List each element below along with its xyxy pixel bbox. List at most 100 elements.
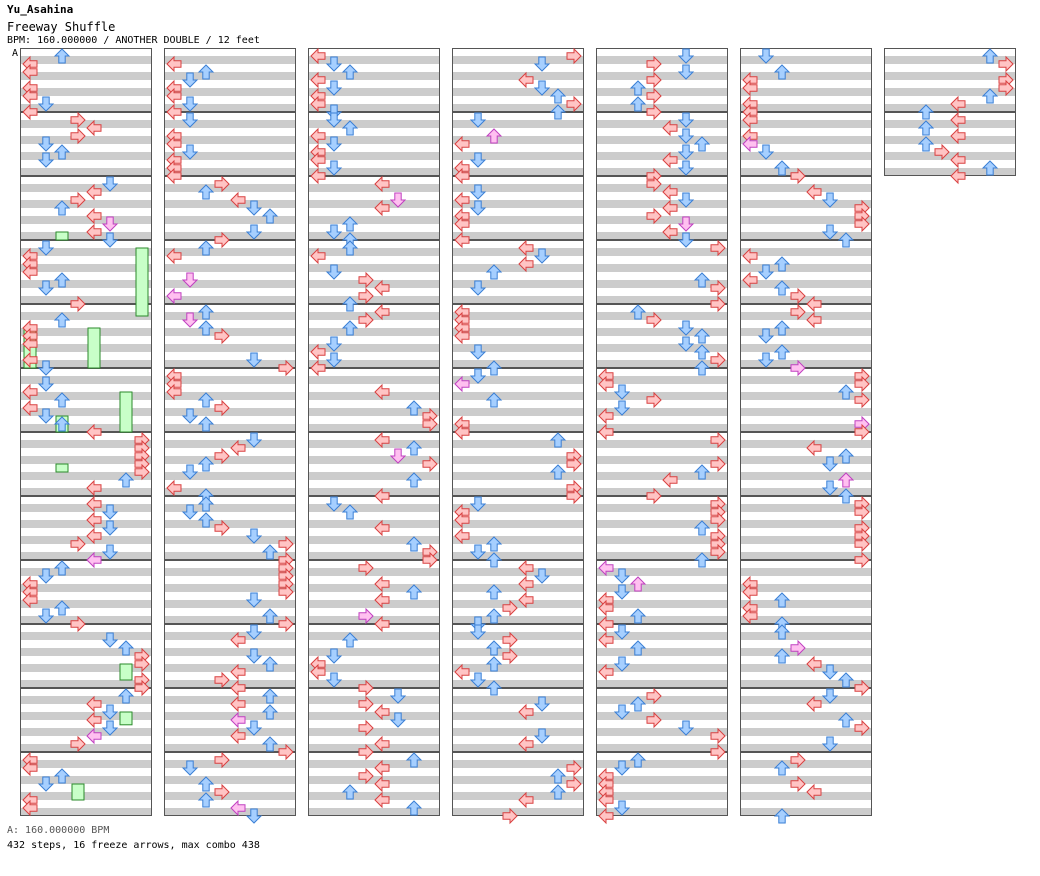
beat-stripe [452,648,584,656]
measure [164,368,296,432]
measure [20,48,152,112]
measure-border [452,560,584,624]
beat-stripe [596,216,728,224]
beat-stripe [452,264,584,272]
beat-stripe [164,296,296,304]
beat-stripe [164,408,296,416]
measure [308,560,440,624]
beat-stripe [740,376,872,384]
beat-stripe [164,472,296,480]
beat-stripe [20,744,152,752]
beat-stripe [596,792,728,800]
measure [452,688,584,752]
beat-stripe [596,104,728,112]
measure-border [308,304,440,368]
beat-stripe [452,88,584,96]
beat-stripe [740,408,872,416]
beat-stripe [596,392,728,400]
measure [164,304,296,368]
beat-stripe [596,472,728,480]
beat-stripe [452,712,584,720]
beat-stripe [452,184,584,192]
measure-border [740,496,872,560]
measure [20,304,152,368]
beat-stripe [308,696,440,704]
beat-stripe [740,696,872,704]
beat-stripe [20,184,152,192]
beat-stripe [308,616,440,624]
beat-stripe [308,456,440,464]
measure-border [164,176,296,240]
beat-stripe [308,392,440,400]
measure [452,176,584,240]
measure-border [596,752,728,816]
beat-stripe [308,568,440,576]
beat-stripe [164,680,296,688]
measure [740,240,872,304]
beat-stripe [452,504,584,512]
measure-border [308,432,440,496]
measure-border [740,240,872,304]
beat-stripe [452,616,584,624]
measure-border [596,48,728,112]
beat-stripe [164,440,296,448]
beat-stripe [596,440,728,448]
beat-stripe [164,728,296,736]
measure [308,688,440,752]
artist-name: Yu_Asahina [7,3,74,16]
beat-stripe [20,520,152,528]
beat-stripe [596,552,728,560]
measure-border [452,48,584,112]
beat-stripe [596,760,728,768]
beat-stripe [884,136,1016,144]
beat-stripe [308,632,440,640]
beat-stripe [596,568,728,576]
beat-stripe [740,616,872,624]
beat-stripe [164,600,296,608]
beat-stripe [740,280,872,288]
measure-border [452,688,584,752]
measure-border [164,48,296,112]
beat-stripe [452,312,584,320]
beat-stripe [452,744,584,752]
beat-stripe [740,680,872,688]
beat-stripe [164,504,296,512]
measure [596,368,728,432]
beat-stripe [452,808,584,816]
beat-stripe [20,456,152,464]
beat-stripe [452,600,584,608]
beat-stripe [164,792,296,800]
beat-stripe [452,680,584,688]
measure-border [164,432,296,496]
beat-stripe [20,472,152,480]
beat-stripe [740,456,872,464]
measure-border [740,368,872,432]
beat-stripe [308,344,440,352]
measure-grid [20,48,1016,816]
measure [740,688,872,752]
beat-stripe [20,712,152,720]
beat-stripe [452,472,584,480]
measure [20,560,152,624]
beat-stripe [596,56,728,64]
beat-stripe [308,792,440,800]
beat-stripe [740,744,872,752]
measure [884,48,1016,112]
beat-stripe [20,280,152,288]
beat-stripe [20,776,152,784]
measure [20,432,152,496]
beat-stripe [596,808,728,816]
beat-stripe [452,536,584,544]
freeze-arrow [119,663,133,681]
measure-border [164,304,296,368]
beat-stripe [740,200,872,208]
beat-stripe [740,712,872,720]
measure [308,752,440,816]
measure [740,432,872,496]
beat-stripe [164,648,296,656]
measure-border [20,752,152,816]
beat-stripe [740,600,872,608]
beat-stripe [452,296,584,304]
beat-stripe [452,456,584,464]
beat-stripe [164,200,296,208]
